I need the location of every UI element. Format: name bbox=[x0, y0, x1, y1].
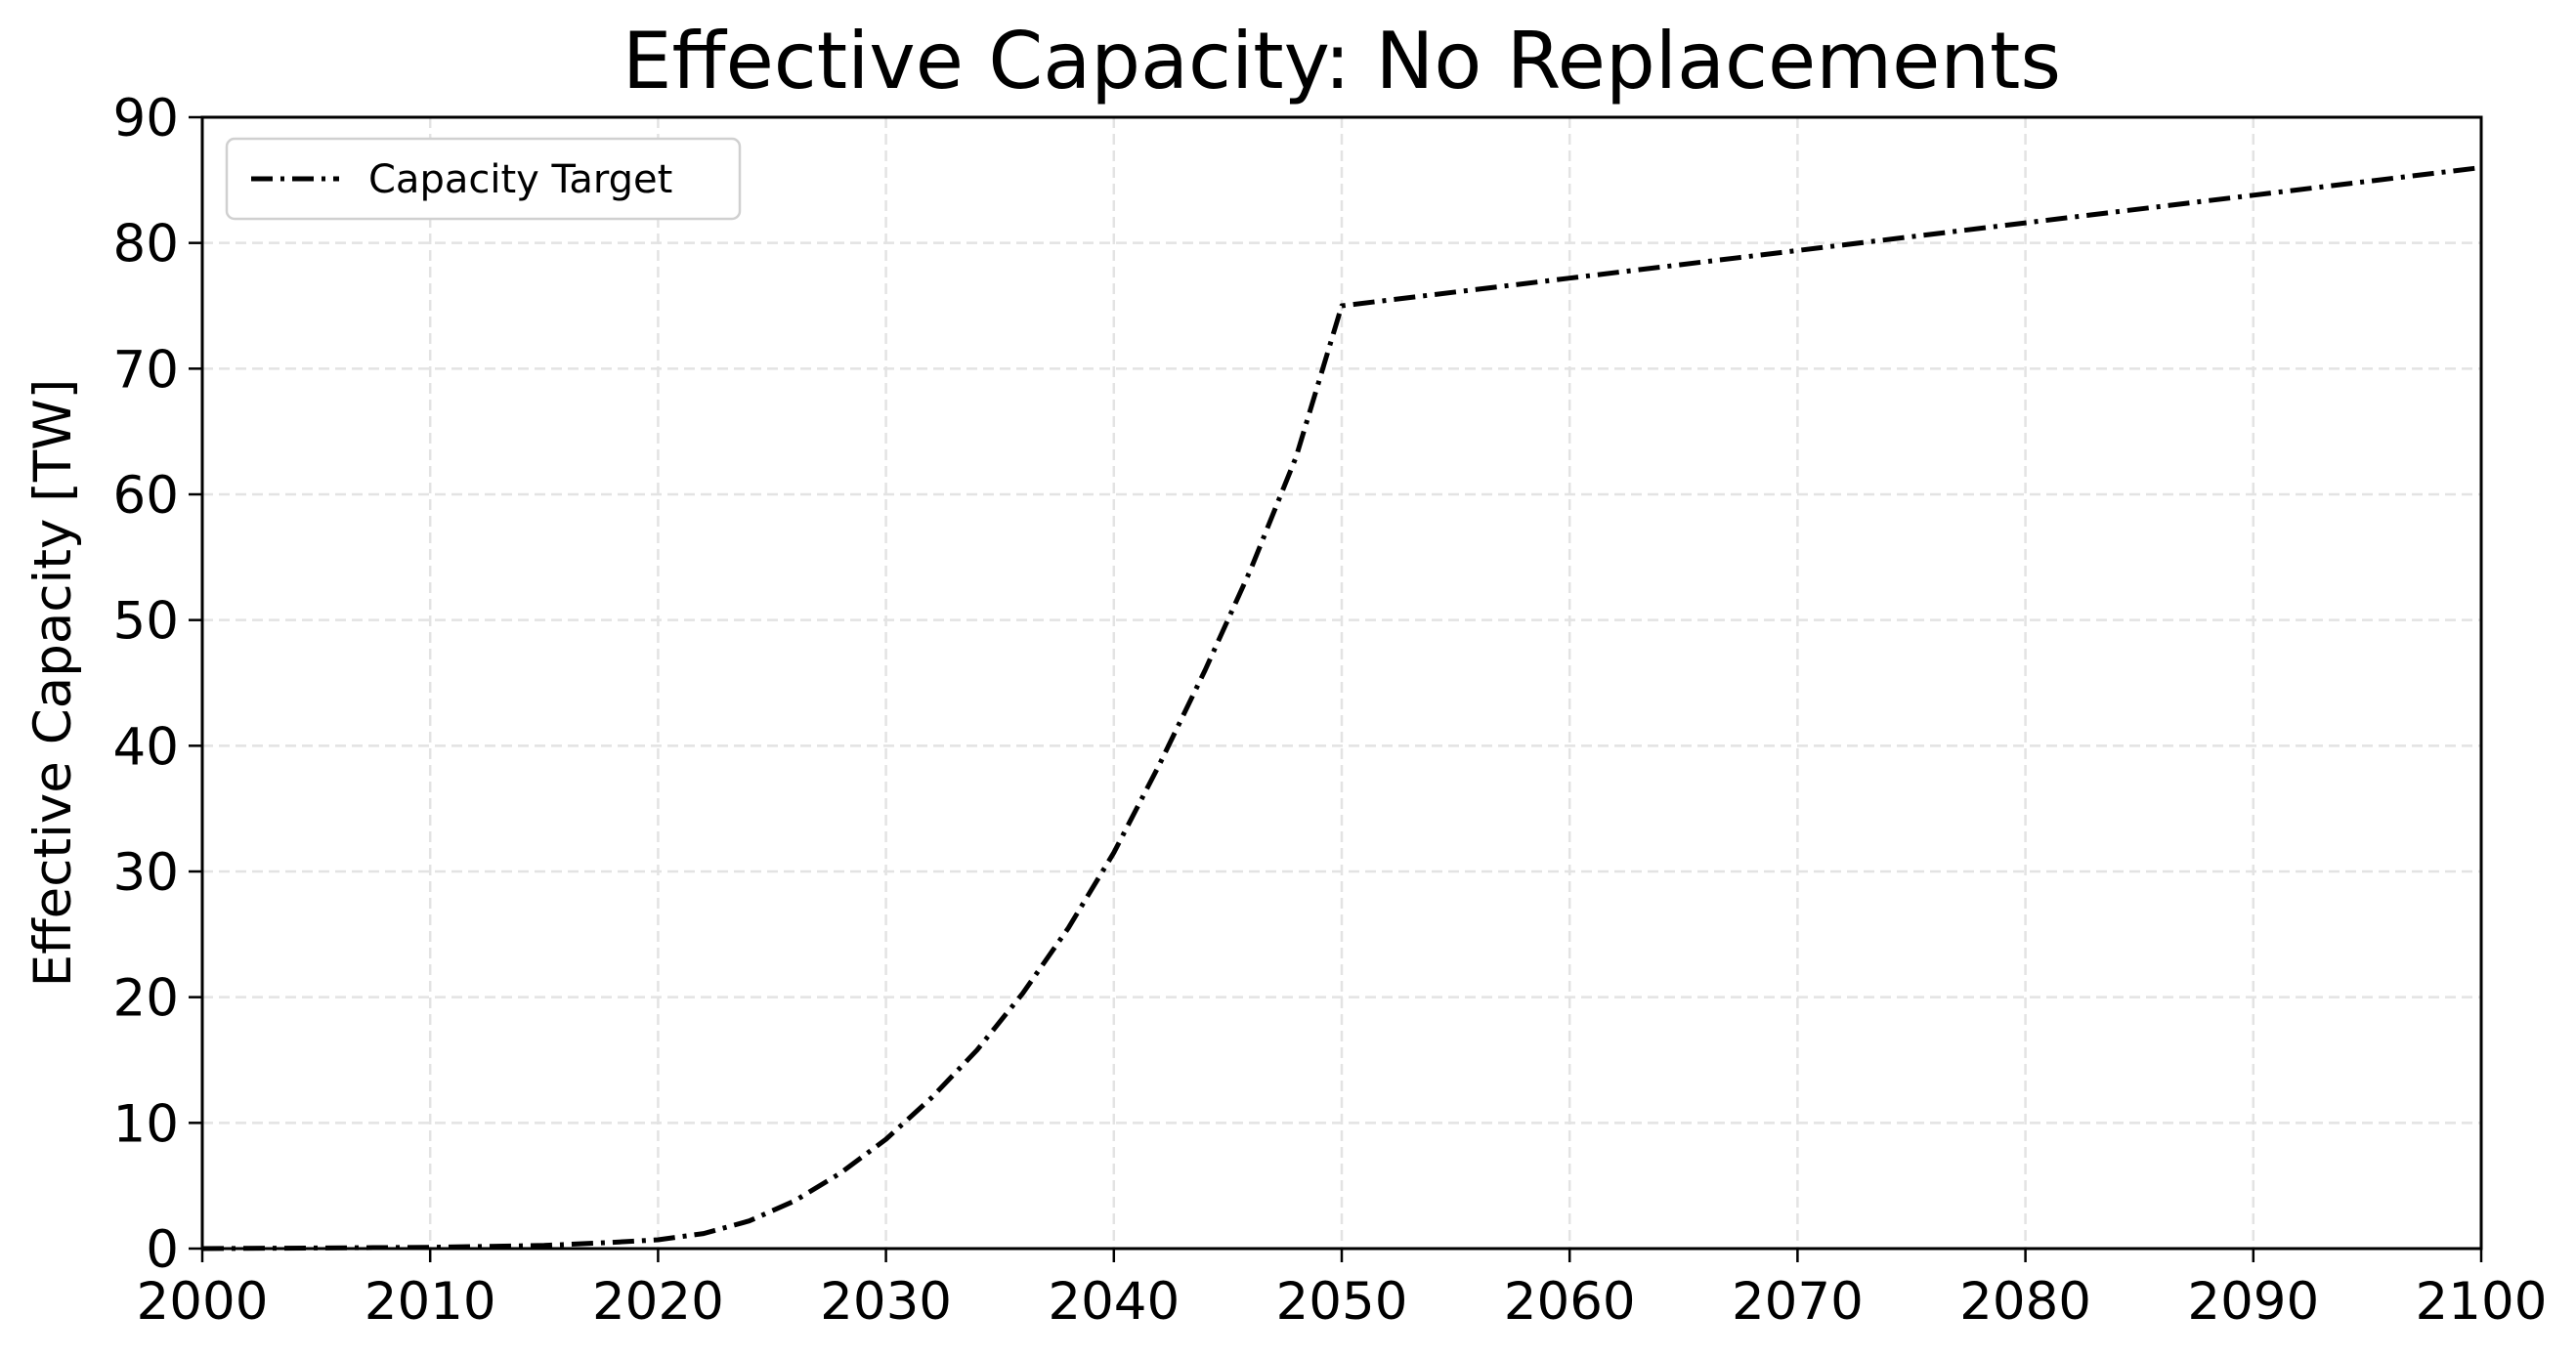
y-tick-label: 70 bbox=[113, 340, 179, 400]
x-tick-label: 2020 bbox=[592, 1272, 724, 1332]
y-tick-label: 30 bbox=[113, 843, 179, 903]
x-tick-label: 2060 bbox=[1504, 1272, 1636, 1332]
axis-ticks: 2000 2010 2020 2030 2040 2050 2060 2070 2080 2090… bbox=[113, 89, 2548, 1332]
y-tick-label: 0 bbox=[146, 1220, 179, 1280]
x-tick-label: 2000 bbox=[137, 1272, 269, 1332]
legend-box bbox=[225, 137, 742, 221]
legend: Capacity Target bbox=[225, 137, 742, 221]
legend-label-capacity-target: Capacity Target bbox=[368, 157, 672, 202]
x-tick-label: 2050 bbox=[1276, 1272, 1408, 1332]
x-tick-label: 2100 bbox=[2416, 1272, 2548, 1332]
series-line-0 bbox=[201, 165, 2482, 1252]
x-tick-label: 2040 bbox=[1048, 1272, 1180, 1332]
grid bbox=[200, 115, 2483, 1251]
y-tick-label: 50 bbox=[113, 592, 179, 652]
x-tick-label: 2010 bbox=[365, 1272, 496, 1332]
chart-title: Effective Capacity: No Replacements bbox=[623, 16, 2061, 106]
x-tick-label: 2070 bbox=[1732, 1272, 1864, 1332]
y-tick-label: 60 bbox=[113, 466, 179, 526]
y-axis-label: Effective Capacity [TW] bbox=[23, 379, 83, 988]
x-tick-label: 2030 bbox=[820, 1272, 952, 1332]
y-tick-label: 20 bbox=[113, 969, 179, 1029]
y-tick-label: 80 bbox=[113, 215, 179, 275]
y-tick-label: 40 bbox=[113, 717, 179, 777]
x-tick-label: 2090 bbox=[2187, 1272, 2319, 1332]
series-layer bbox=[201, 165, 2482, 1252]
y-tick-label: 10 bbox=[113, 1094, 179, 1154]
y-tick-label: 90 bbox=[113, 89, 179, 149]
x-tick-label: 2080 bbox=[1959, 1272, 2091, 1332]
